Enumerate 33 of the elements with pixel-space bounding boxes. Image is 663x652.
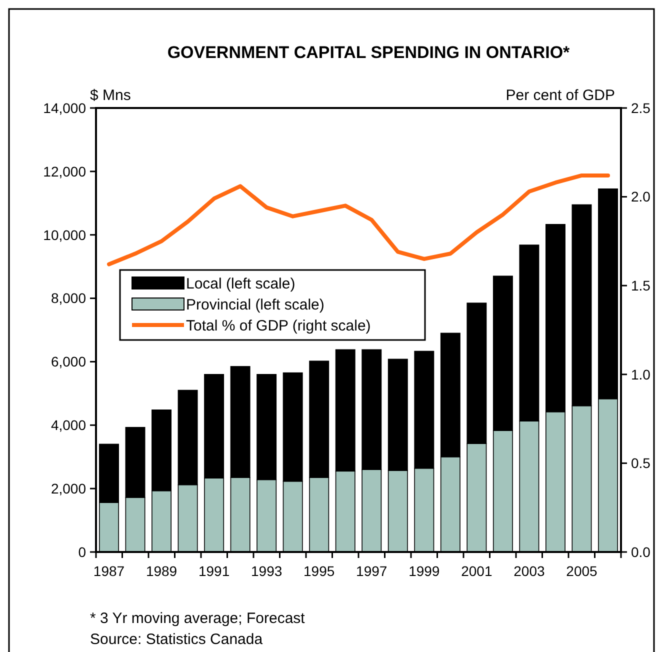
x-tick-label: 1989 [146, 563, 178, 579]
y-tick-label: 6,000 [50, 354, 86, 370]
y-tick-label: 10,000 [43, 226, 86, 243]
x-tick-label: 1987 [93, 563, 125, 579]
legend-label: Total % of GDP (right scale) [186, 317, 371, 334]
x-tick-label: 2003 [514, 563, 545, 579]
y2-tick-label: 2.0 [631, 188, 651, 205]
source-note: Source: Statistics Canada [90, 631, 264, 648]
y-tick-label: 8,000 [50, 290, 86, 306]
x-tick-label: 1997 [356, 563, 388, 579]
y-axis-title: $ Mns [90, 87, 131, 104]
x-tick-label: 2005 [566, 563, 598, 579]
x-tick-label: 1993 [251, 563, 282, 579]
y2-tick-label: 0.0 [631, 544, 651, 560]
x-tick-label: 2001 [461, 563, 492, 579]
y-tick-label: 4,000 [50, 417, 86, 434]
chart-title: GOVERNMENT CAPITAL SPENDING IN ONTARIO* [167, 43, 570, 62]
legend-label: Provincial (left scale) [186, 296, 324, 314]
x-tick-label: 1991 [198, 563, 230, 579]
text: * 3 Yr moving average; Forecast [90, 610, 306, 627]
x-tick-label: 1995 [304, 563, 335, 579]
y-tick-label: 2,000 [50, 480, 86, 496]
y-tick-label: 12,000 [43, 163, 86, 180]
y2-tick-label: 0.5 [631, 455, 651, 472]
y-tick-label: 0 [78, 544, 86, 560]
y2-axis-title: Per cent of GDP [506, 87, 615, 104]
line-series [107, 173, 610, 266]
legend-label: Local (left scale) [186, 275, 296, 292]
y2-tick-label: 2.5 [631, 100, 651, 116]
x-tick-label: 1999 [408, 563, 440, 579]
y2-tick-label: 1.5 [631, 278, 651, 294]
y-tick-label: 14,000 [43, 100, 86, 116]
y2-tick-label: 1.0 [631, 366, 651, 382]
